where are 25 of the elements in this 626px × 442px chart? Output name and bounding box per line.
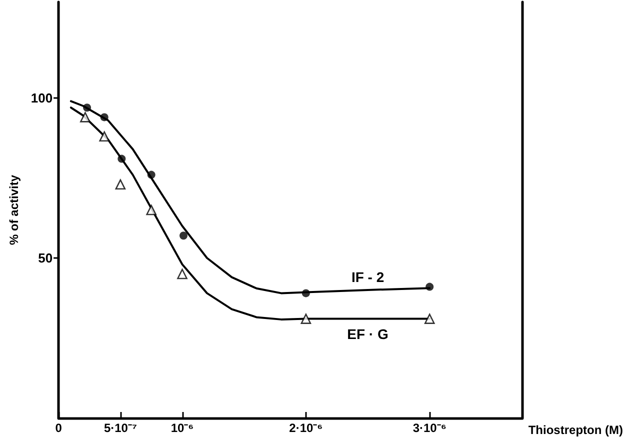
y-tick-label: 100 (30, 90, 53, 106)
point (147, 170, 156, 179)
point (300, 314, 312, 324)
point (83, 104, 92, 112)
x-tick-label: 0 (55, 421, 62, 435)
point (177, 268, 188, 280)
point (99, 131, 110, 142)
y-tick-label: 50 (38, 250, 53, 266)
point (80, 112, 90, 122)
series-label: IF - 2 (351, 269, 384, 286)
x-axis-title: Thiostrepton (M) (528, 423, 624, 437)
y-axis-title: % of activity (7, 174, 21, 246)
point (115, 179, 126, 190)
point (118, 154, 126, 163)
point (100, 113, 108, 122)
x-tick-label: 3·10⁻⁶ (412, 421, 446, 435)
point (146, 204, 156, 216)
point (302, 289, 310, 298)
point (424, 314, 435, 324)
series-label: EF · G (347, 326, 388, 342)
point (180, 232, 188, 240)
x-tick-label: 10⁻⁶ (170, 421, 194, 435)
x-tick-label: 5·10⁻⁷ (104, 421, 137, 435)
point (426, 282, 434, 291)
x-tick-label: 2·10⁻⁶ (289, 421, 323, 435)
